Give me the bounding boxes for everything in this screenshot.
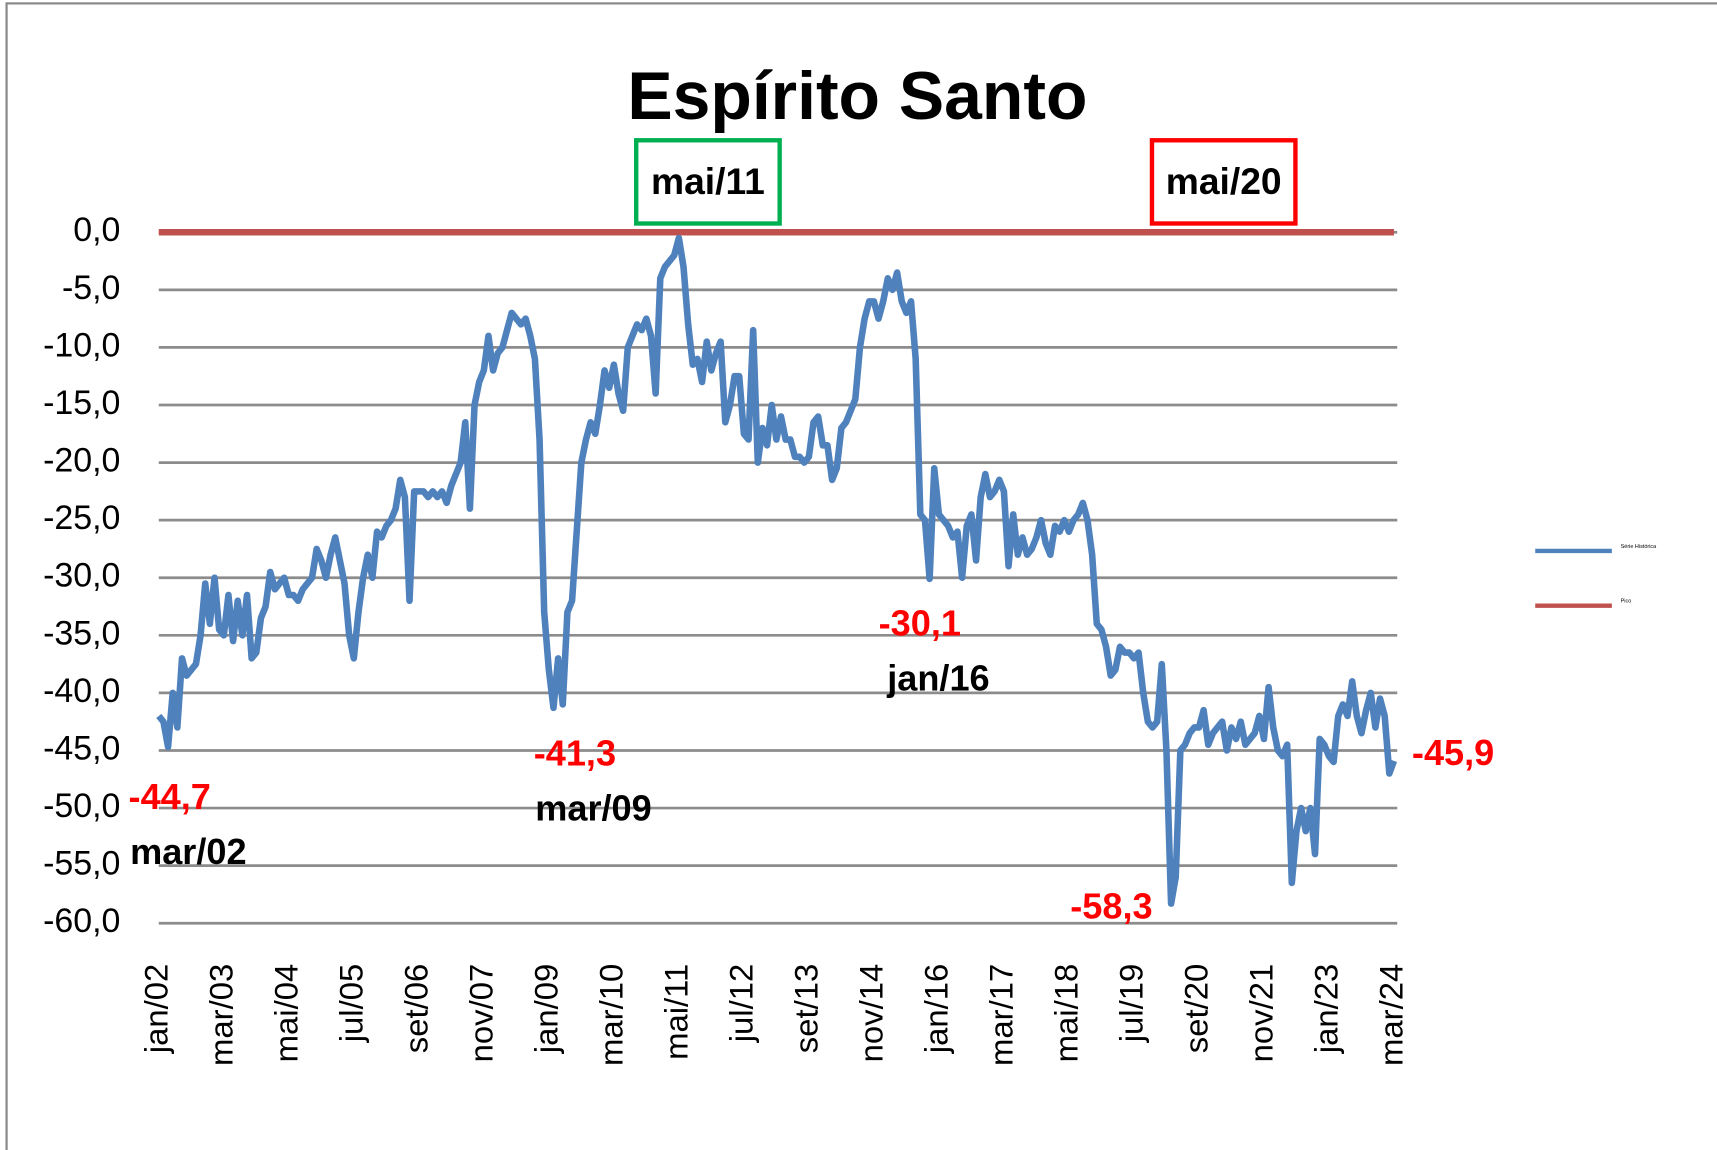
y-tick-label: -20,0 bbox=[43, 442, 120, 480]
annotation-value: -45,9 bbox=[1412, 732, 1494, 773]
x-tick-label: mai/04 bbox=[267, 964, 304, 1063]
marker-label: mai/11 bbox=[651, 160, 765, 202]
y-tick-label: -45,0 bbox=[43, 729, 120, 767]
x-tick-label: jul/12 bbox=[723, 964, 760, 1044]
y-tick-label: -60,0 bbox=[43, 902, 120, 940]
annotation-value: -30,1 bbox=[879, 603, 961, 644]
marker-label: mai/20 bbox=[1166, 160, 1282, 202]
chart-title: Espírito Santo bbox=[627, 59, 1087, 134]
x-tick-label: mar/03 bbox=[202, 964, 239, 1066]
x-tick-label: jul/05 bbox=[332, 964, 369, 1044]
y-tick-label: -35,0 bbox=[43, 614, 120, 652]
x-tick-label: nov/07 bbox=[463, 964, 500, 1063]
y-tick-label: -10,0 bbox=[43, 326, 120, 364]
annotation-date: jan/16 bbox=[886, 657, 989, 698]
marker-box bbox=[1149, 138, 1298, 226]
x-tick-label: mar/17 bbox=[983, 964, 1020, 1066]
x-tick-label: jul/19 bbox=[1113, 964, 1150, 1044]
series-line bbox=[156, 234, 1398, 907]
x-tick-label: mar/24 bbox=[1373, 964, 1410, 1066]
y-tick-label: -5,0 bbox=[62, 269, 120, 307]
annotation-date: mar/09 bbox=[535, 787, 652, 828]
y-tick-label: -30,0 bbox=[43, 557, 120, 595]
annotation-date: mar/02 bbox=[130, 831, 246, 872]
y-tick-label: -50,0 bbox=[43, 787, 120, 825]
x-tick-label: jan/09 bbox=[528, 964, 565, 1054]
x-tick-label: jan/02 bbox=[137, 964, 174, 1054]
x-tick-label: mar/10 bbox=[593, 964, 630, 1066]
legend-label: Pico bbox=[1621, 599, 1632, 605]
y-tick-label: -15,0 bbox=[43, 384, 120, 422]
annotation-value: -44,7 bbox=[129, 776, 211, 817]
y-tick-label: -40,0 bbox=[43, 672, 120, 710]
marker-box bbox=[634, 138, 782, 226]
x-tick-label: jan/16 bbox=[918, 964, 955, 1054]
x-tick-label: nov/14 bbox=[853, 964, 890, 1063]
annotation-value: -58,3 bbox=[1070, 886, 1152, 927]
legend-label: Série Histórica bbox=[1621, 544, 1658, 550]
x-tick-label: mai/11 bbox=[658, 964, 695, 1060]
x-tick-label: mai/18 bbox=[1048, 964, 1085, 1063]
x-tick-label: jan/23 bbox=[1308, 964, 1345, 1054]
chart-border bbox=[5, 2, 1717, 1150]
y-tick-label: -25,0 bbox=[43, 499, 120, 537]
x-tick-label: set/06 bbox=[397, 964, 434, 1053]
annotation-value: -41,3 bbox=[534, 733, 616, 774]
x-tick-label: nov/21 bbox=[1243, 964, 1280, 1063]
x-tick-label: set/20 bbox=[1178, 964, 1215, 1053]
y-tick-label: 0,0 bbox=[73, 211, 120, 249]
x-tick-label: set/13 bbox=[788, 964, 825, 1053]
y-tick-label: -55,0 bbox=[43, 845, 120, 883]
